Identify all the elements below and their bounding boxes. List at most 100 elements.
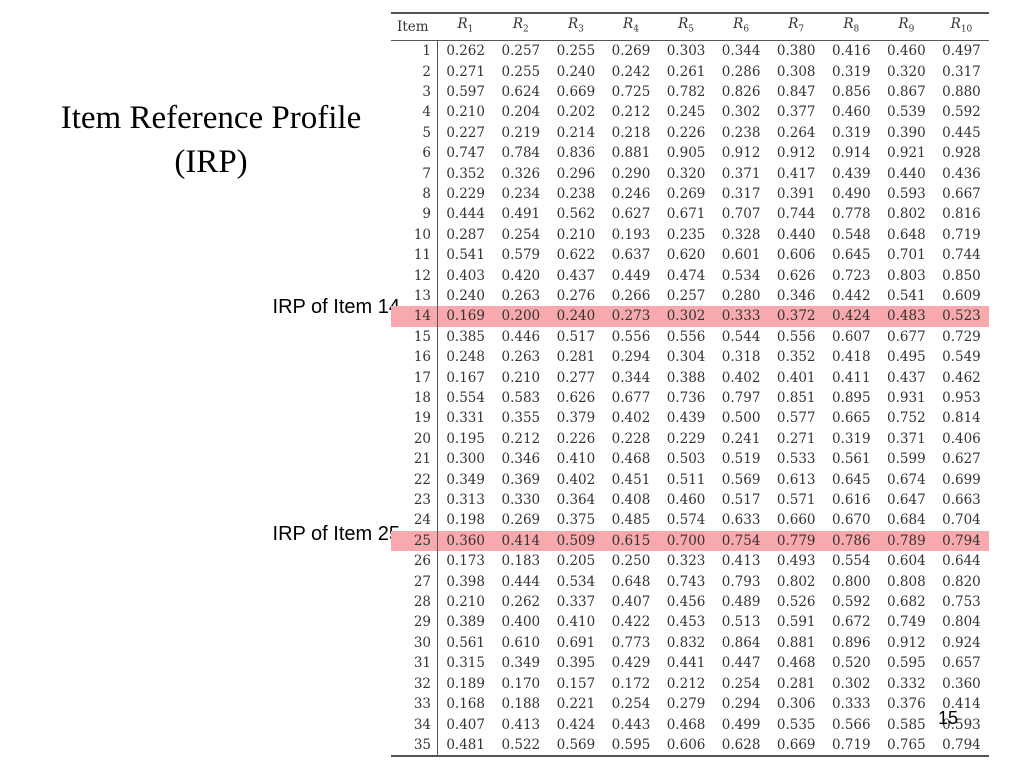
value-cell: 0.398 xyxy=(446,573,485,590)
header-r9: R9 xyxy=(878,13,934,42)
value-cell: 0.331 xyxy=(446,410,485,427)
value-cell: 0.647 xyxy=(887,492,926,509)
value-cell: 0.460 xyxy=(666,492,706,509)
value-cell: 0.633 xyxy=(721,512,761,529)
value-cell: 0.626 xyxy=(776,267,816,284)
value-cell: 0.782 xyxy=(666,83,706,100)
value-cell: 0.407 xyxy=(611,594,651,611)
value-cell: 0.271 xyxy=(446,63,485,80)
value-cell: 0.549 xyxy=(942,349,981,366)
value-cell: 0.332 xyxy=(887,675,926,692)
value-cell: 0.417 xyxy=(776,165,816,182)
value-cell: 0.172 xyxy=(611,675,651,692)
value-cell: 0.517 xyxy=(556,328,596,345)
value-cell: 0.273 xyxy=(603,306,659,327)
value-cell: 0.610 xyxy=(501,634,541,651)
value-cell: 0.489 xyxy=(721,594,761,611)
value-cell: 0.210 xyxy=(556,226,596,243)
item-number-cell: 27 xyxy=(391,571,438,593)
value-cell: 0.229 xyxy=(446,185,485,202)
table-row: 34 0.407 0.413 0.424 0.443 0.468 0.499 0.535 0.5… xyxy=(391,714,989,735)
value-cell: 0.637 xyxy=(611,247,651,264)
value-cell: 0.212 xyxy=(666,675,706,692)
table-row: 11 0.541 0.579 0.622 0.637 0.620 0.601 0.606 0.6… xyxy=(391,245,989,266)
value-cell: 0.449 xyxy=(611,267,651,284)
value-cell: 0.328 xyxy=(721,226,761,243)
value-cell: 0.880 xyxy=(942,83,981,100)
value-cell: 0.593 xyxy=(942,716,981,733)
value-cell: 0.924 xyxy=(942,634,981,651)
value-cell: 0.227 xyxy=(446,124,485,141)
item-number-cell: 31 xyxy=(391,653,438,674)
value-cell: 0.276 xyxy=(556,287,596,304)
value-cell: 0.277 xyxy=(556,369,596,386)
value-cell: 0.346 xyxy=(776,287,816,304)
item-number-cell: 16 xyxy=(391,347,438,368)
value-cell: 0.286 xyxy=(721,63,761,80)
item-number-cell: 19 xyxy=(391,408,438,429)
value-cell: 0.541 xyxy=(887,287,926,304)
value-cell: 0.577 xyxy=(776,410,816,427)
value-cell: 0.210 xyxy=(501,369,541,386)
value-cell: 0.663 xyxy=(942,492,981,509)
value-cell: 0.229 xyxy=(666,430,706,447)
value-cell: 0.856 xyxy=(831,83,871,100)
value-cell: 0.445 xyxy=(942,124,981,141)
value-cell: 0.729 xyxy=(942,328,981,345)
value-cell: 0.411 xyxy=(831,369,871,386)
item-number-cell: 17 xyxy=(391,367,438,388)
value-cell: 0.406 xyxy=(942,430,981,447)
value-cell: 0.789 xyxy=(878,530,934,552)
value-cell: 0.914 xyxy=(831,145,871,162)
value-cell: 0.753 xyxy=(942,594,981,611)
value-cell: 0.443 xyxy=(611,716,651,733)
item-number-cell: 25 xyxy=(391,530,438,552)
value-cell: 0.520 xyxy=(831,655,871,672)
value-cell: 0.928 xyxy=(942,145,981,162)
item-number-cell: 26 xyxy=(391,551,438,572)
value-cell: 0.485 xyxy=(611,512,651,529)
value-cell: 0.736 xyxy=(666,390,706,406)
value-cell: 0.255 xyxy=(501,63,541,80)
value-cell: 0.346 xyxy=(501,451,541,468)
value-cell: 0.677 xyxy=(887,328,926,345)
value-cell: 0.462 xyxy=(942,369,981,386)
value-cell: 0.609 xyxy=(942,287,981,304)
value-cell: 0.601 xyxy=(721,247,761,264)
table-row: 7 0.352 0.326 0.296 0.290 0.320 0.371 0.417 0.43… xyxy=(391,163,989,184)
value-cell: 0.296 xyxy=(556,165,596,182)
value-cell: 0.644 xyxy=(942,553,981,570)
value-cell: 0.626 xyxy=(556,390,596,406)
value-cell: 0.263 xyxy=(501,287,541,304)
value-cell: 0.410 xyxy=(556,451,596,468)
value-cell: 0.349 xyxy=(501,655,541,672)
header-item: Item xyxy=(391,13,438,42)
value-cell: 0.793 xyxy=(721,573,761,590)
value-cell: 0.391 xyxy=(776,185,816,202)
value-cell: 0.352 xyxy=(446,165,485,182)
value-cell: 0.318 xyxy=(721,349,761,366)
value-cell: 0.424 xyxy=(556,716,596,733)
value-cell: 0.408 xyxy=(611,492,651,509)
value-cell: 0.444 xyxy=(446,206,485,223)
value-cell: 0.579 xyxy=(501,247,541,264)
header-r2: R2 xyxy=(493,13,549,42)
value-cell: 0.607 xyxy=(831,328,871,345)
value-cell: 0.240 xyxy=(548,306,604,327)
value-cell: 0.509 xyxy=(548,530,604,552)
value-cell: 0.349 xyxy=(446,471,485,488)
value-cell: 0.170 xyxy=(501,675,541,692)
value-cell: 0.517 xyxy=(721,492,761,509)
value-cell: 0.379 xyxy=(556,410,596,427)
value-cell: 0.490 xyxy=(831,185,871,202)
value-cell: 0.851 xyxy=(776,390,816,406)
item-number-cell: 12 xyxy=(391,265,438,286)
table-row: 29 0.389 0.400 0.410 0.422 0.453 0.513 0.591 0.6… xyxy=(391,612,989,633)
value-cell: 0.254 xyxy=(611,696,651,713)
value-cell: 0.571 xyxy=(776,492,816,509)
value-cell: 0.832 xyxy=(666,634,706,651)
value-cell: 0.752 xyxy=(887,410,926,427)
value-cell: 0.371 xyxy=(887,430,926,447)
value-cell: 0.245 xyxy=(666,104,706,121)
value-cell: 0.210 xyxy=(446,104,485,121)
